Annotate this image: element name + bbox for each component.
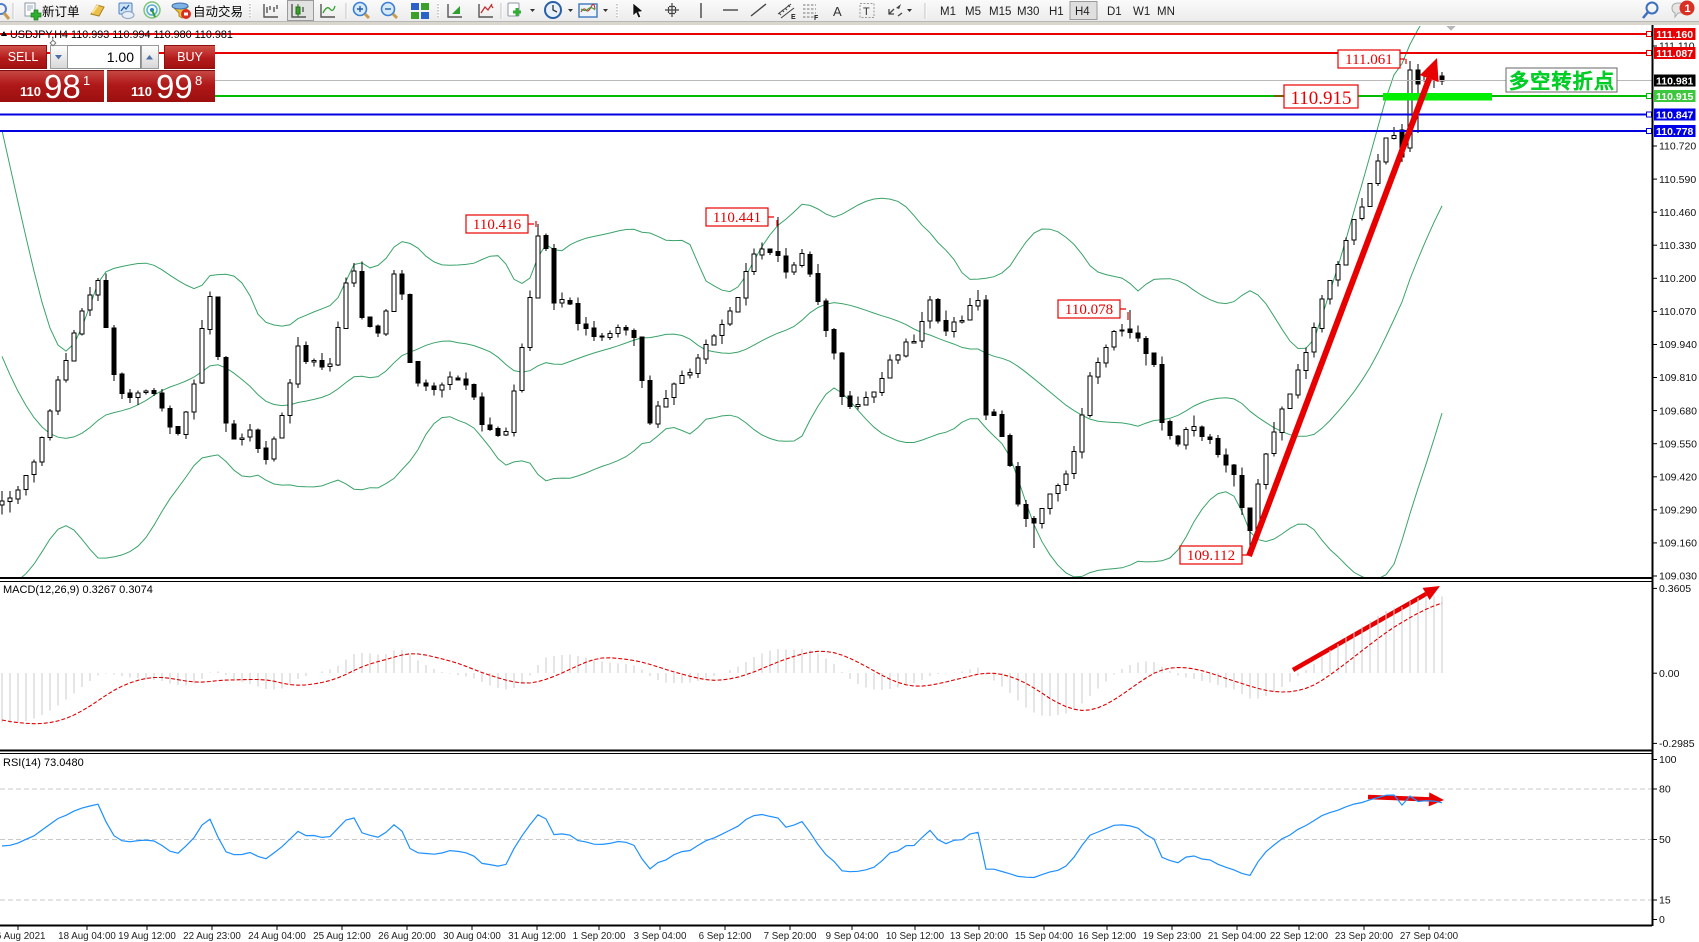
svg-text:19 Aug 12:00: 19 Aug 12:00 (118, 931, 176, 942)
svg-text:18 Aug 04:00: 18 Aug 04:00 (58, 931, 116, 942)
svg-text:M5: M5 (965, 6, 981, 18)
svg-text:110.915: 110.915 (1656, 91, 1694, 103)
svg-text:109.290: 109.290 (1659, 505, 1697, 517)
svg-text:50: 50 (1659, 834, 1671, 846)
svg-text:109.940: 109.940 (1659, 339, 1697, 351)
svg-text:110.416: 110.416 (473, 217, 522, 233)
svg-text:27 Sep 04:00: 27 Sep 04:00 (1400, 931, 1459, 942)
svg-text:109.680: 109.680 (1659, 405, 1697, 417)
svg-text:7 Sep 20:00: 7 Sep 20:00 (764, 931, 817, 942)
svg-text:109.550: 109.550 (1659, 438, 1697, 450)
svg-text:23 Sep 20:00: 23 Sep 20:00 (1335, 931, 1394, 942)
svg-text:M30: M30 (1017, 6, 1039, 18)
svg-text:109.030: 109.030 (1659, 571, 1697, 583)
svg-text:111.061: 111.061 (1345, 52, 1393, 68)
svg-text:0.3605: 0.3605 (1659, 583, 1691, 595)
svg-text:15: 15 (1659, 895, 1671, 907)
svg-text:110.078: 110.078 (1065, 302, 1113, 318)
svg-text:21 Sep 04:00: 21 Sep 04:00 (1208, 931, 1267, 942)
svg-text:110.720: 110.720 (1659, 141, 1696, 153)
svg-text:16 Aug 2021: 16 Aug 2021 (0, 931, 46, 942)
svg-text:A: A (833, 4, 842, 19)
svg-text:110.847: 110.847 (1656, 109, 1694, 121)
svg-text:MN: MN (1157, 6, 1175, 18)
svg-text:110.330: 110.330 (1659, 240, 1696, 252)
svg-text:13 Sep 20:00: 13 Sep 20:00 (950, 931, 1009, 942)
svg-text:D1: D1 (1107, 6, 1122, 18)
svg-text:MACD(12,26,9) 0.3267 0.3074: MACD(12,26,9) 0.3267 0.3074 (3, 584, 153, 596)
svg-text:31 Aug 12:00: 31 Aug 12:00 (508, 931, 566, 942)
svg-text:1: 1 (1685, 3, 1691, 15)
svg-text:新订单: 新订单 (42, 4, 80, 19)
svg-text:80: 80 (1659, 784, 1671, 796)
svg-text:110.590: 110.590 (1659, 174, 1696, 186)
svg-text:M15: M15 (989, 6, 1011, 18)
svg-text:109.112: 109.112 (1187, 548, 1235, 564)
svg-text:USDJPY,H4 110.993 110.994 110: USDJPY,H4 110.993 110.994 110.980 110.98… (10, 29, 233, 41)
svg-text:9 Sep 04:00: 9 Sep 04:00 (826, 931, 879, 942)
svg-text:25 Aug 12:00: 25 Aug 12:00 (313, 931, 371, 942)
svg-text:多空转折点: 多空转折点 (1509, 69, 1614, 93)
svg-text:110.778: 110.778 (1656, 126, 1694, 138)
svg-text:22 Sep 12:00: 22 Sep 12:00 (1270, 931, 1329, 942)
svg-text:110.981: 110.981 (1656, 75, 1694, 87)
svg-text:110.070: 110.070 (1659, 306, 1696, 318)
svg-text:自动交易: 自动交易 (193, 4, 243, 19)
svg-text:109.420: 109.420 (1659, 472, 1697, 484)
svg-text:110.441: 110.441 (713, 210, 761, 226)
svg-text:RSI(14) 73.0480: RSI(14) 73.0480 (3, 757, 84, 769)
svg-text:110.915: 110.915 (1290, 88, 1351, 109)
svg-text:110.460: 110.460 (1659, 207, 1696, 219)
svg-text:6 Sep 12:00: 6 Sep 12:00 (699, 931, 752, 942)
svg-text:109.810: 109.810 (1659, 372, 1697, 384)
svg-text:0.00: 0.00 (1659, 668, 1680, 680)
svg-text:H1: H1 (1049, 6, 1064, 18)
svg-text:111.087: 111.087 (1656, 48, 1693, 60)
svg-text:F: F (814, 15, 819, 22)
svg-text:24 Aug 04:00: 24 Aug 04:00 (248, 931, 306, 942)
svg-text:22 Aug 23:00: 22 Aug 23:00 (183, 931, 241, 942)
svg-text:16 Sep 12:00: 16 Sep 12:00 (1078, 931, 1137, 942)
svg-text:1 Sep 20:00: 1 Sep 20:00 (573, 931, 626, 942)
svg-text:109.160: 109.160 (1659, 538, 1697, 550)
svg-text:10 Sep 12:00: 10 Sep 12:00 (886, 931, 945, 942)
svg-text:0: 0 (1659, 914, 1665, 926)
svg-text:M1: M1 (940, 6, 956, 18)
svg-text:30 Aug 04:00: 30 Aug 04:00 (443, 931, 501, 942)
svg-text:111.160: 111.160 (1656, 29, 1693, 41)
svg-text:E: E (791, 14, 796, 21)
svg-text:110.200: 110.200 (1659, 273, 1696, 285)
svg-text:15 Sep 04:00: 15 Sep 04:00 (1015, 931, 1074, 942)
svg-text:19 Sep 23:00: 19 Sep 23:00 (1143, 931, 1202, 942)
svg-text:100: 100 (1659, 754, 1677, 766)
svg-text:H4: H4 (1075, 6, 1090, 18)
svg-text:T: T (863, 6, 870, 18)
svg-text:W1: W1 (1133, 6, 1150, 18)
svg-text:26 Aug 20:00: 26 Aug 20:00 (378, 931, 436, 942)
svg-text:3 Sep 04:00: 3 Sep 04:00 (634, 931, 687, 942)
svg-text:-0.2985: -0.2985 (1659, 738, 1695, 750)
